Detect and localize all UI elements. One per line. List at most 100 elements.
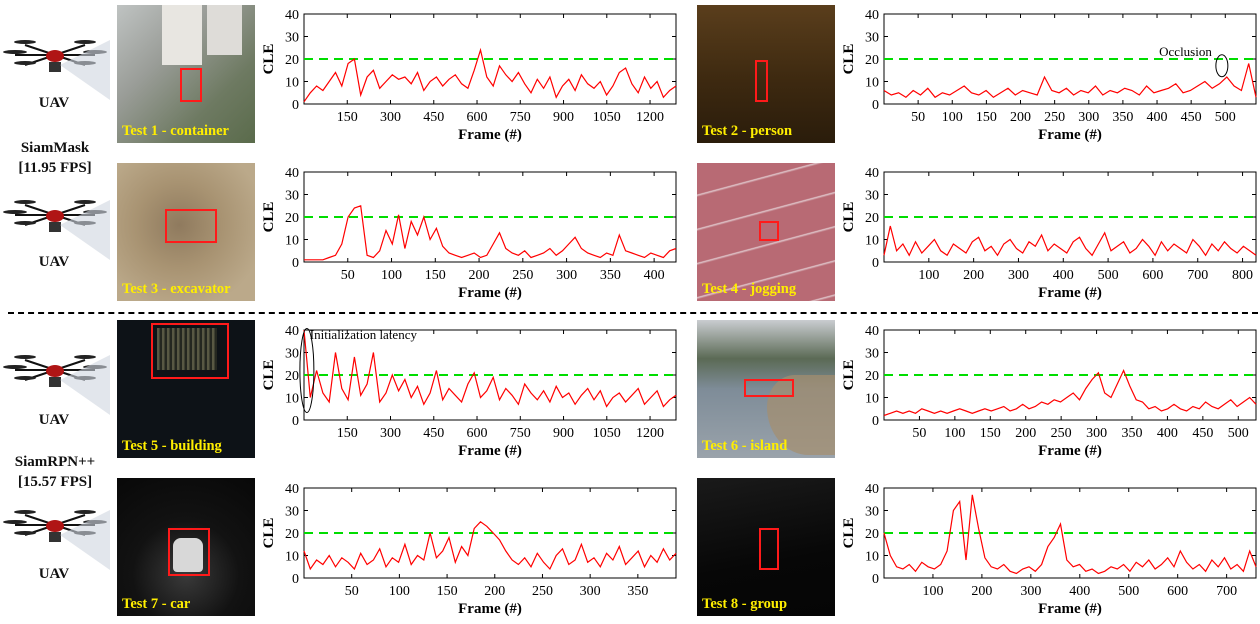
y-tick-label: 10 (865, 392, 879, 407)
tracker-fps: [11.95 FPS] (18, 160, 92, 176)
y-axis-label: CLE (841, 202, 857, 233)
thumbnail-test-5: Test 5 - building (117, 320, 255, 458)
x-axis-label: Frame (#) (458, 127, 522, 143)
x-tick-label: 600 (467, 426, 488, 441)
thumbnail-caption: Test 6 - island (702, 438, 788, 454)
y-tick-label: 30 (285, 189, 299, 204)
x-tick-label: 300 (380, 110, 401, 125)
cle-plot-test-5: 0 10 20 30 40 150 300 450 600 750 900 1050 1200 Initi… (261, 324, 677, 459)
x-tick-label: 750 (510, 426, 531, 441)
x-tick-label: 150 (425, 268, 446, 283)
scene-building (207, 5, 242, 55)
x-tick-label: 200 (971, 584, 992, 599)
target-box (755, 60, 768, 102)
x-tick-label: 100 (922, 584, 943, 599)
y-tick-label: 40 (285, 166, 299, 181)
cle-series-line (883, 368, 1257, 417)
x-tick-label: 1050 (593, 110, 621, 125)
y-tick-label: 20 (865, 53, 879, 68)
x-tick-label: 200 (469, 268, 490, 283)
cle-plot-test-6: 0 10 20 30 40 50 100 150 200 250 300 350 400 450 500 Fr… (841, 324, 1257, 459)
x-tick-label: 400 (1069, 584, 1090, 599)
cle-series-line (883, 494, 1257, 575)
cle-series-line (303, 521, 677, 571)
target-box (168, 528, 210, 576)
y-tick-label: 20 (285, 527, 299, 542)
drone-icon (3, 40, 110, 100)
x-tick-label: 450 (423, 110, 444, 125)
x-tick-label: 50 (341, 268, 355, 283)
thumbnail-caption: Test 8 - group (702, 596, 788, 612)
annotation-label: Occlusion (1159, 44, 1212, 59)
thumbnail-caption: Test 4 - jogging (702, 281, 797, 297)
x-tick-label: 350 (600, 268, 621, 283)
tracker-name: SiamMask (20, 140, 90, 156)
target-box (744, 379, 794, 397)
x-tick-label: 350 (627, 584, 648, 599)
y-tick-label: 0 (292, 572, 299, 587)
x-tick-label: 50 (912, 426, 926, 441)
x-tick-label: 250 (532, 584, 553, 599)
x-tick-label: 500 (1215, 110, 1236, 125)
thumbnail-test-3: Test 3 - excavator (117, 163, 255, 301)
cle-plot-test-2: 0 10 20 30 40 50 100 150 200 250 300 350 400 450 500 Oc… (841, 8, 1257, 143)
y-tick-label: 10 (285, 234, 299, 249)
tracker-fps: [15.57 FPS] (17, 474, 93, 490)
x-tick-label: 300 (1078, 110, 1099, 125)
y-tick-label: 40 (865, 166, 879, 181)
y-tick-label: 40 (285, 324, 299, 339)
x-tick-label: 100 (381, 268, 402, 283)
y-tick-label: 30 (285, 505, 299, 520)
x-tick-label: 150 (337, 426, 358, 441)
scene-car (173, 538, 203, 572)
y-axis-label: CLE (261, 360, 277, 391)
uav-label-2: UAV (38, 254, 70, 270)
x-tick-label: 150 (337, 110, 358, 125)
y-tick-label: 40 (865, 482, 879, 497)
scene (697, 163, 835, 301)
y-tick-label: 40 (285, 482, 299, 497)
x-axis-label: Frame (#) (1038, 601, 1102, 617)
target-box (165, 209, 217, 243)
cle-plot-test-3: 0 10 20 30 40 50 100 150 200 250 300 350 400 Frame (#… (261, 166, 677, 301)
x-tick-label: 300 (1008, 268, 1029, 283)
x-tick-label: 600 (1167, 584, 1188, 599)
x-tick-label: 900 (553, 110, 574, 125)
cle-plot-test-1: 0 10 20 30 40 150 300 450 600 750 900 1050 1200 Frame… (261, 8, 677, 143)
y-tick-label: 40 (865, 8, 879, 23)
x-tick-label: 150 (976, 110, 997, 125)
tracker-siamrpn: SiamRPN++ [15.57 FPS] (0, 452, 110, 492)
x-axis-label: Frame (#) (458, 285, 522, 301)
y-tick-label: 10 (285, 76, 299, 91)
thumbnail-caption: Test 5 - building (122, 438, 222, 454)
cle-plot-test-7: 0 10 20 30 40 50 100 150 200 250 300 350 Frame (#) CL… (261, 482, 677, 617)
tracker-siammask: SiamMask [11.95 FPS] (0, 138, 110, 178)
x-tick-label: 500 (1228, 426, 1249, 441)
uav-label-1: UAV (38, 95, 70, 111)
y-tick-label: 0 (292, 98, 299, 113)
x-tick-label: 1050 (593, 426, 621, 441)
target-box (759, 528, 779, 570)
scene-building (157, 328, 217, 370)
x-tick-label: 600 (1142, 268, 1163, 283)
x-tick-label: 300 (556, 268, 577, 283)
x-tick-label: 350 (1112, 110, 1133, 125)
x-tick-label: 500 (1118, 584, 1139, 599)
target-box (180, 68, 202, 102)
y-tick-label: 20 (285, 211, 299, 226)
drone-icon (3, 510, 110, 570)
x-tick-label: 300 (580, 584, 601, 599)
x-tick-label: 800 (1232, 268, 1253, 283)
scene-building (162, 5, 202, 65)
cle-plot-test-8: 0 10 20 30 40 100 200 300 400 500 600 700 Frame (#) C… (841, 482, 1257, 617)
thumbnail-test-6: Test 6 - island (697, 320, 835, 458)
scene (697, 478, 835, 616)
scene (117, 163, 255, 301)
y-tick-label: 30 (285, 31, 299, 46)
annotation-ellipse (299, 328, 315, 413)
x-tick-label: 150 (980, 426, 1001, 441)
x-tick-label: 450 (423, 426, 444, 441)
x-tick-label: 200 (484, 584, 505, 599)
thumbnail-test-4: Test 4 - jogging (697, 163, 835, 301)
x-tick-label: 350 (1122, 426, 1143, 441)
